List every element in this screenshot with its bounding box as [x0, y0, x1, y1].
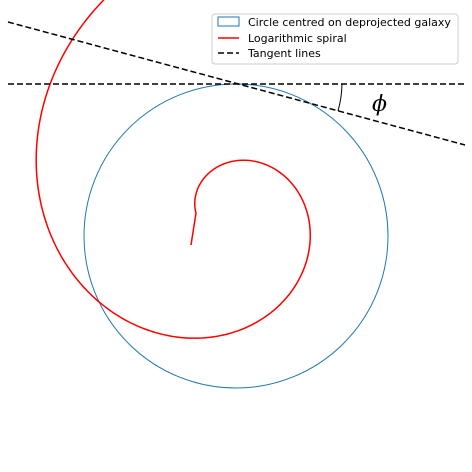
- legend-box: [211, 13, 459, 65]
- pitch-angle-arc: [337, 83, 343, 112]
- legend-label-tangent: Tangent lines: [247, 47, 321, 60]
- pitch-angle-label: ϕ: [372, 92, 387, 117]
- legend-circle-patch: [217, 16, 240, 27]
- logarithmic-spiral: [35, 0, 312, 339]
- legend-label-spiral: Logarithmic spiral: [248, 32, 347, 45]
- legend: Circle centred on deprojected galaxy Log…: [211, 13, 459, 65]
- spiral-tangent-line: [7, 21, 466, 146]
- deprojected-circle: [83, 83, 389, 389]
- legend-label-circle: Circle centred on deprojected galaxy: [248, 16, 451, 29]
